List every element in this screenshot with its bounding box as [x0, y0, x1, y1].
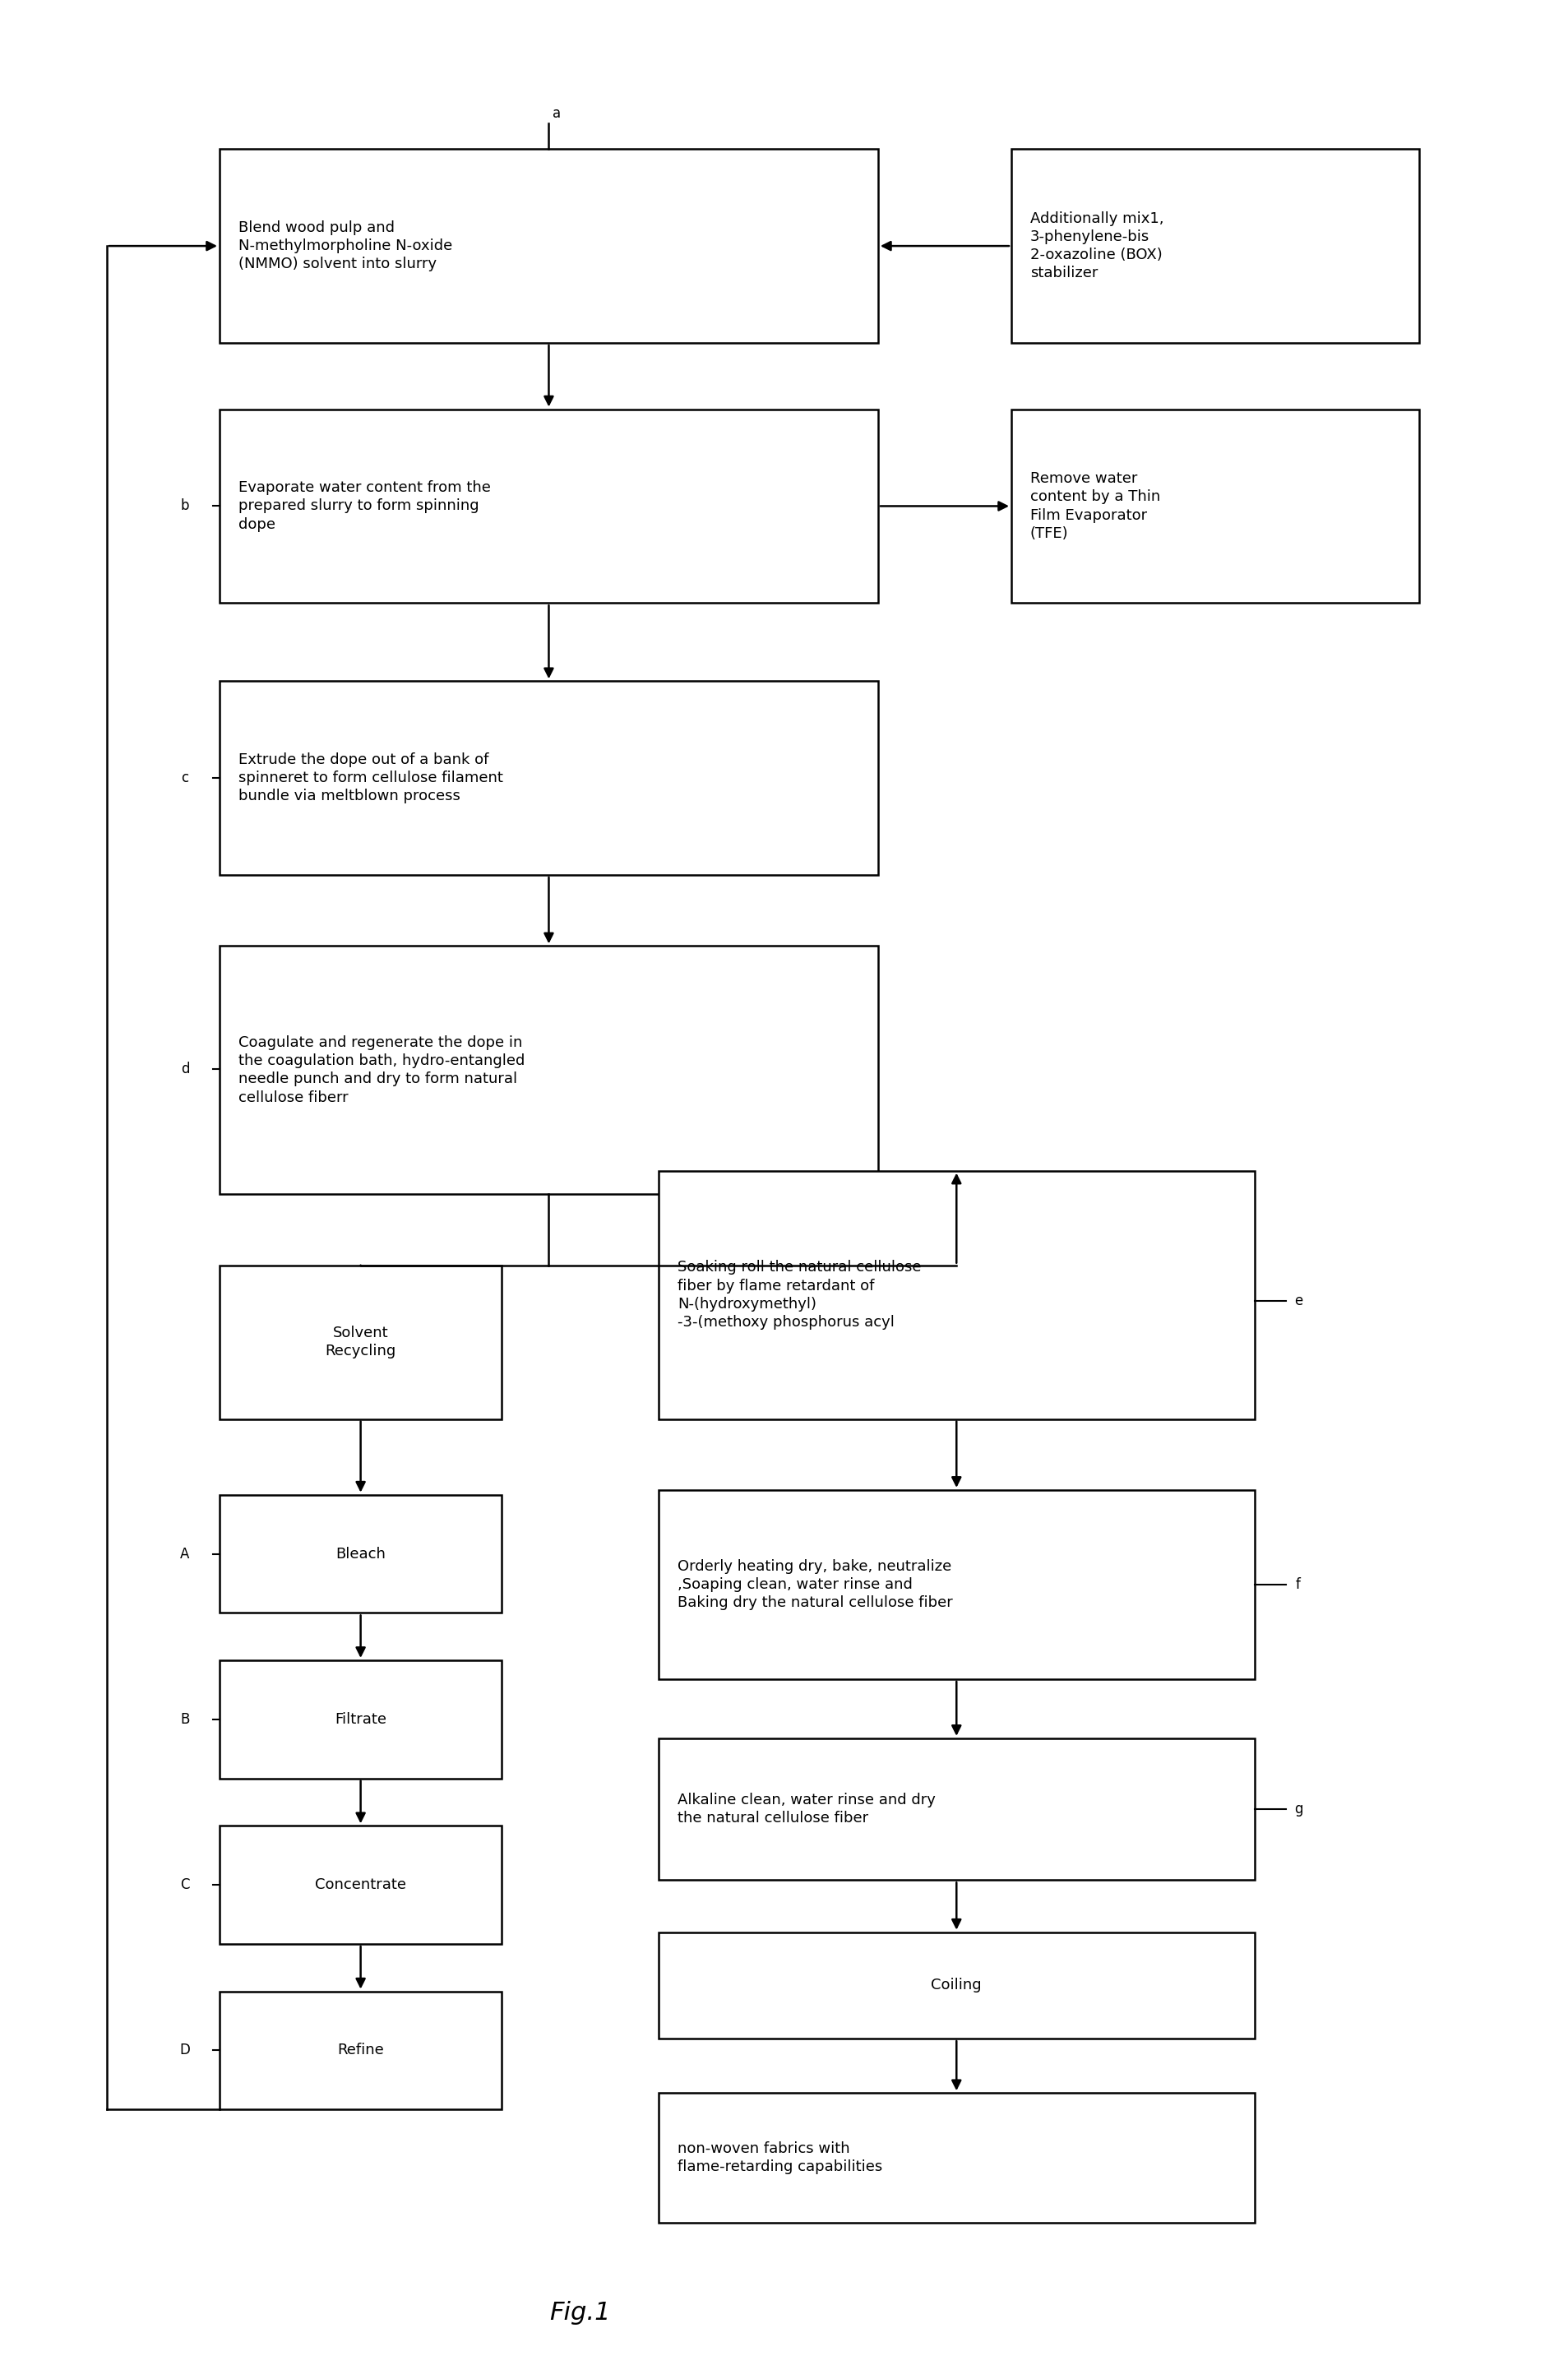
Text: Extrude the dope out of a bank of
spinneret to form cellulose filament
bundle vi: Extrude the dope out of a bank of spinne…	[238, 752, 503, 804]
Text: B: B	[180, 1712, 190, 1726]
Text: Bleach: Bleach	[336, 1547, 386, 1561]
Bar	[659, 1171, 1254, 1419]
Text: f: f	[1295, 1577, 1301, 1592]
Text: g: g	[1294, 1802, 1303, 1816]
Bar	[659, 1738, 1254, 1880]
Text: Additionally mix1,
3-phenylene-bis
2-oxazoline (BOX)
stabilizer: Additionally mix1, 3-phenylene-bis 2-oxa…	[1030, 210, 1163, 281]
Text: Solvent
Recycling: Solvent Recycling	[325, 1327, 397, 1358]
Bar	[220, 149, 878, 343]
Bar	[220, 1991, 502, 2110]
Bar	[659, 2093, 1254, 2223]
Text: a: a	[552, 106, 561, 121]
Text: Coiling: Coiling	[931, 1977, 982, 1994]
Bar	[1011, 149, 1419, 343]
Text: b: b	[180, 499, 190, 513]
Bar	[1011, 409, 1419, 603]
Text: Refine: Refine	[337, 2043, 384, 2058]
Text: D: D	[180, 2043, 190, 2058]
Text: Evaporate water content from the
prepared slurry to form spinning
dope: Evaporate water content from the prepare…	[238, 480, 491, 532]
Text: Blend wood pulp and
N-methylmorpholine N-oxide
(NMMO) solvent into slurry: Blend wood pulp and N-methylmorpholine N…	[238, 220, 452, 272]
Text: Remove water
content by a Thin
Film Evaporator
(TFE): Remove water content by a Thin Film Evap…	[1030, 471, 1160, 542]
Text: Orderly heating dry, bake, neutralize
,Soaping clean, water rinse and
Baking dry: Orderly heating dry, bake, neutralize ,S…	[677, 1559, 953, 1611]
Text: Concentrate: Concentrate	[315, 1878, 406, 1892]
Text: C: C	[180, 1878, 190, 1892]
Bar	[220, 1265, 502, 1419]
Text: Coagulate and regenerate the dope in
the coagulation bath, hydro-entangled
needl: Coagulate and regenerate the dope in the…	[238, 1036, 525, 1104]
Bar	[220, 1660, 502, 1778]
Text: Alkaline clean, water rinse and dry
the natural cellulose fiber: Alkaline clean, water rinse and dry the …	[677, 1793, 936, 1826]
Bar	[220, 681, 878, 875]
Bar	[659, 1490, 1254, 1679]
Text: non-woven fabrics with
flame-retarding capabilities: non-woven fabrics with flame-retarding c…	[677, 2143, 883, 2173]
Bar	[220, 1826, 502, 1944]
Text: A: A	[180, 1547, 190, 1561]
Bar	[220, 409, 878, 603]
Text: Fig.1: Fig.1	[549, 2301, 612, 2325]
Text: c: c	[182, 771, 188, 785]
Bar	[659, 1932, 1254, 2039]
Text: d: d	[180, 1062, 190, 1076]
Text: Soaking roll the natural cellulose
fiber by flame retardant of
N-(hydroxymethyl): Soaking roll the natural cellulose fiber…	[677, 1261, 920, 1329]
Bar	[220, 946, 878, 1194]
Bar	[220, 1495, 502, 1613]
Text: e: e	[1294, 1294, 1303, 1308]
Text: Filtrate: Filtrate	[334, 1712, 387, 1726]
